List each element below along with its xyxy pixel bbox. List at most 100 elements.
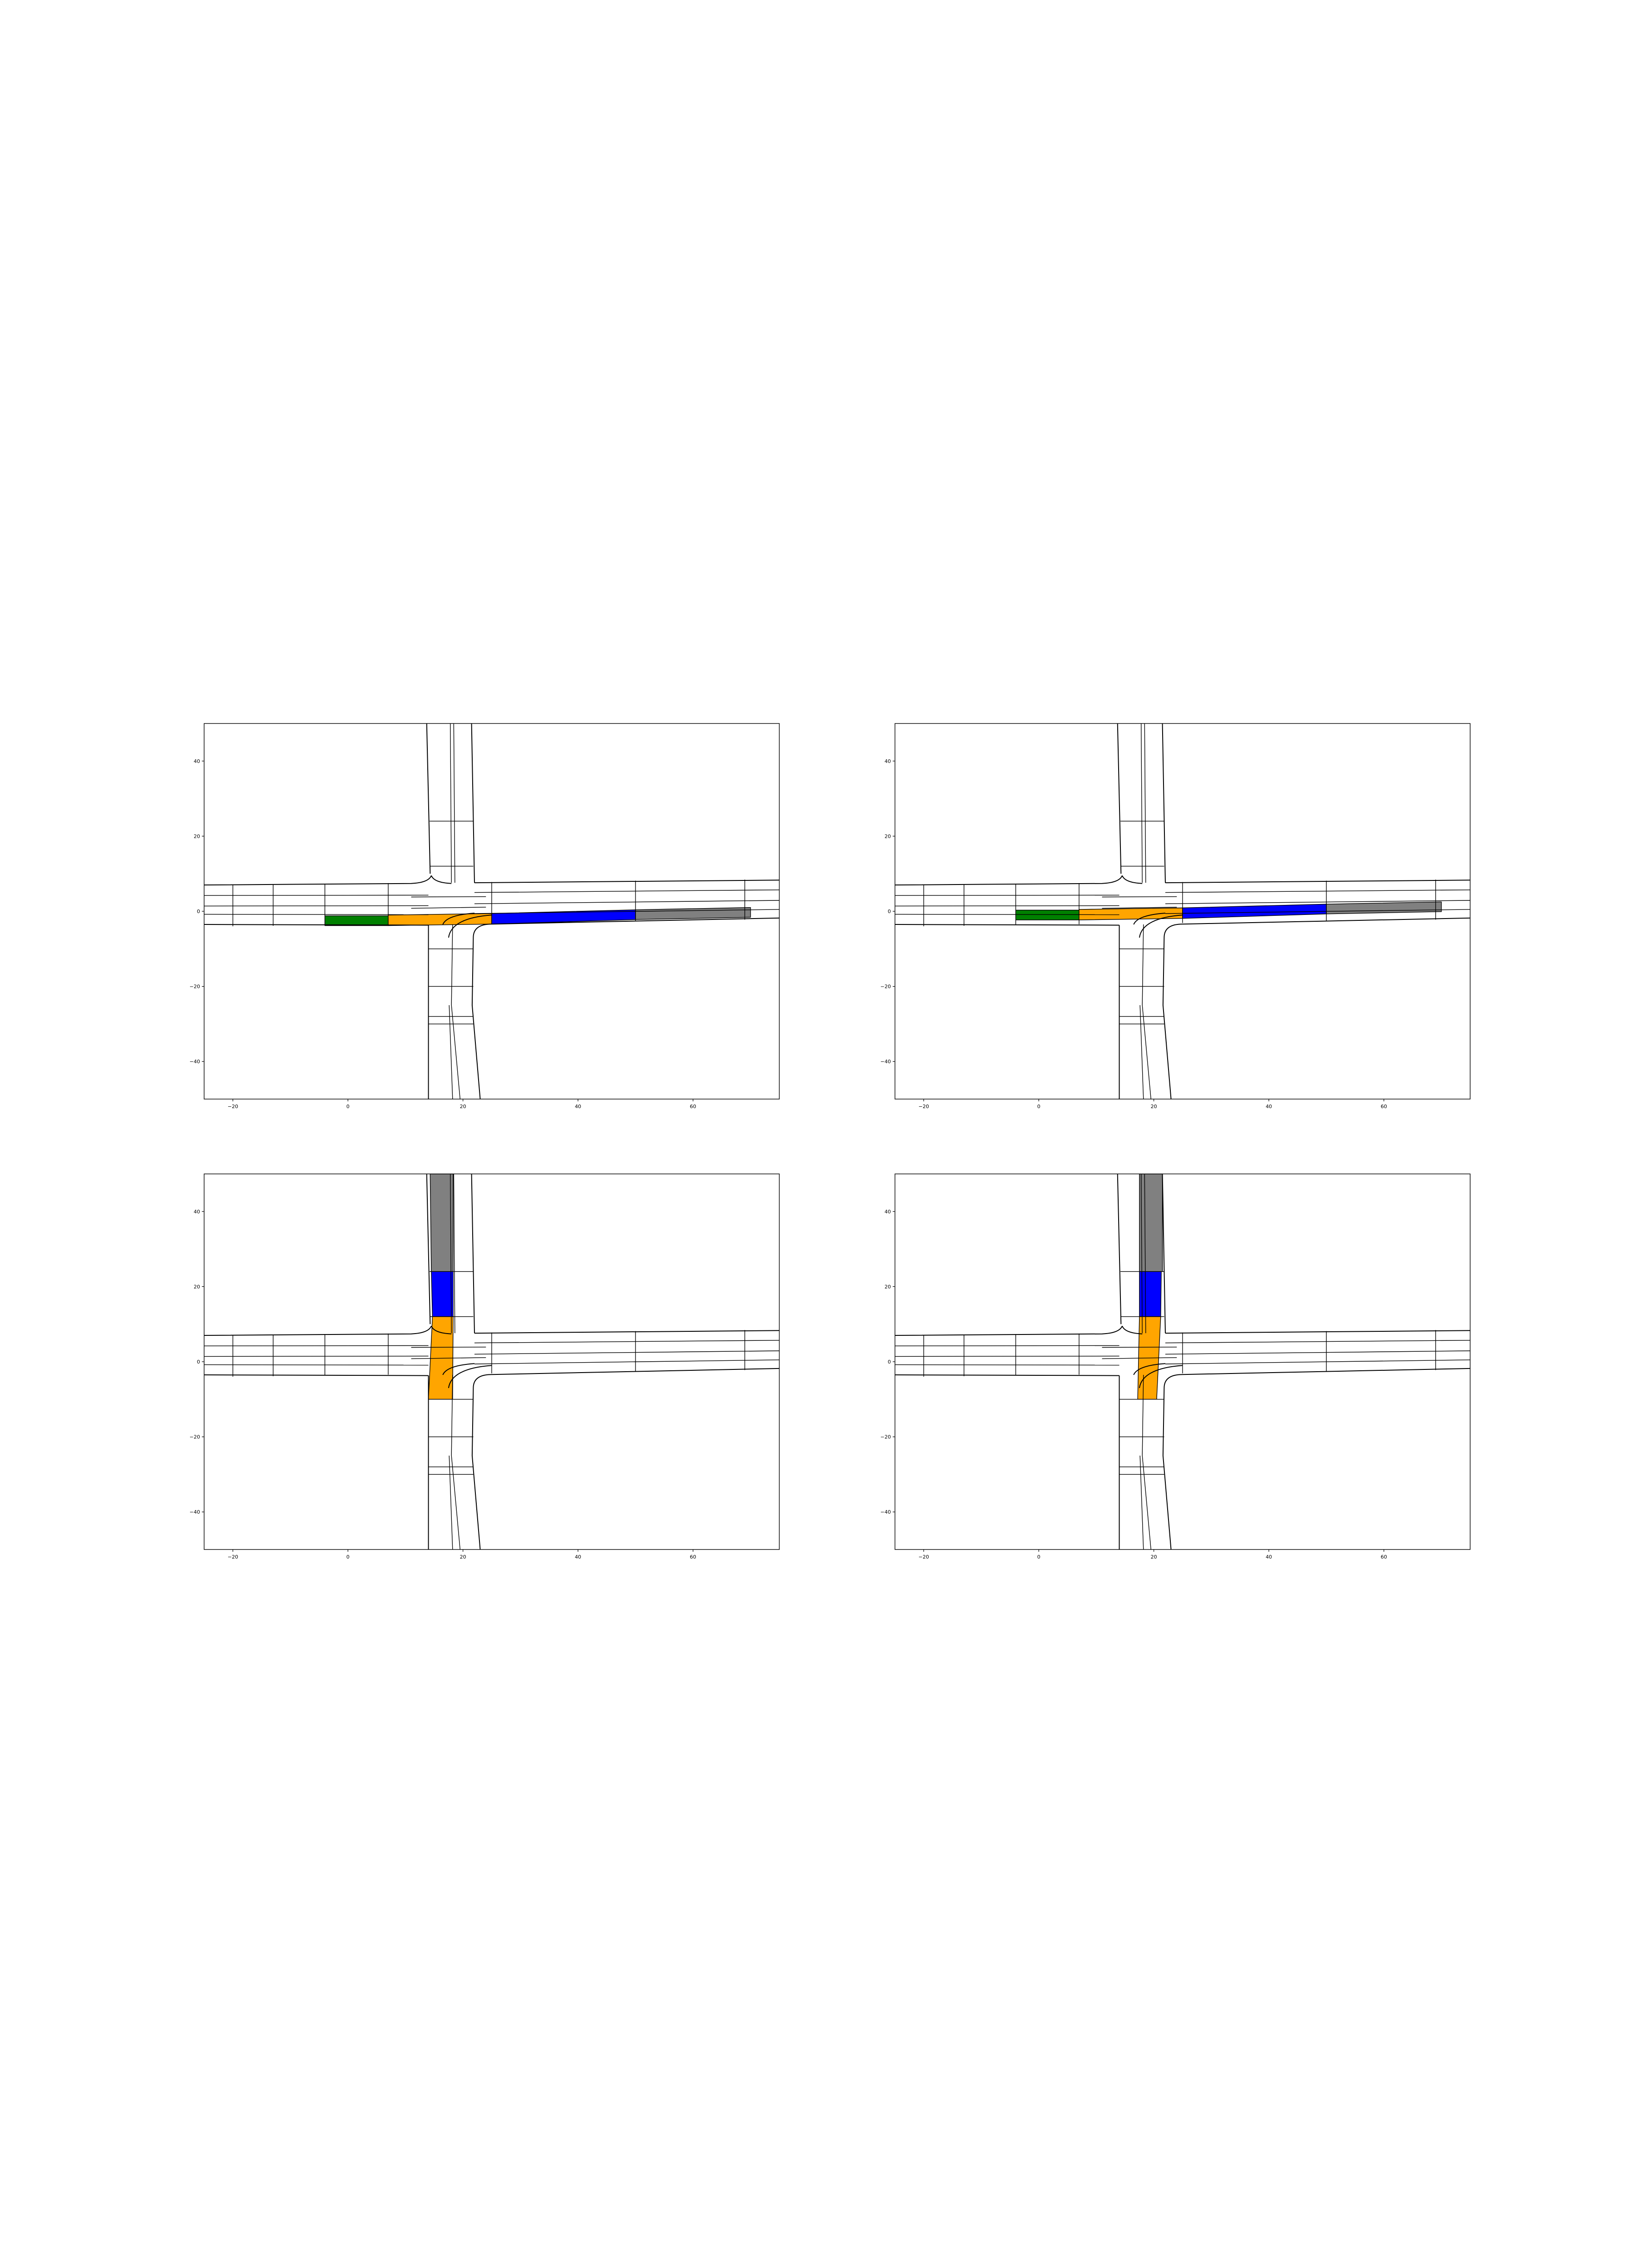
segment-grey xyxy=(1326,901,1442,914)
road-west-edge-north xyxy=(426,1174,431,1325)
road-south-edge-west xyxy=(895,924,1120,926)
y-tick-label: −40 xyxy=(880,1059,891,1065)
turn-curve-2 xyxy=(448,1365,492,1388)
turn-curve-2 xyxy=(1139,914,1183,938)
turn-curve-4 xyxy=(1121,1325,1143,1334)
lane-line-south-1 xyxy=(451,1374,453,1456)
road-south-edge-east xyxy=(491,917,779,925)
x-tick-label: −20 xyxy=(228,1104,238,1110)
lane-line-north-2 xyxy=(453,1174,455,1334)
x-tick-label: 60 xyxy=(690,1104,696,1110)
road-north-edge-east xyxy=(474,1330,779,1334)
turn-curve-1 xyxy=(442,913,475,925)
lane-line-south-3 xyxy=(1139,1005,1144,1099)
y-tick-label: 0 xyxy=(197,1359,200,1365)
lane-line-mid-1 xyxy=(1102,1346,1177,1348)
road-east-edge-north xyxy=(471,723,475,883)
x-tick-label: 20 xyxy=(460,1104,466,1110)
road-east-edge-north xyxy=(471,1174,475,1334)
segment-grey xyxy=(430,1174,454,1272)
turn-curve-3 xyxy=(473,1374,492,1388)
turn-curve-4 xyxy=(430,1325,452,1334)
x-tick-label: 0 xyxy=(347,1104,350,1110)
y-tick-label: −40 xyxy=(190,1509,200,1515)
x-tick-label: −20 xyxy=(919,1104,929,1110)
x-tick-label: 0 xyxy=(347,1554,350,1560)
road-west-edge-north xyxy=(1117,1174,1122,1325)
road-south-edge-east xyxy=(491,1368,779,1375)
segment-green xyxy=(1015,909,1080,920)
turn-curve-4 xyxy=(1121,875,1143,884)
road-north-edge-east xyxy=(1165,880,1470,884)
y-tick-label: −20 xyxy=(190,1434,200,1440)
lane-line-south-3 xyxy=(449,1455,453,1549)
lane-line-south-1 xyxy=(451,924,453,1006)
lane-line-east-1 xyxy=(1165,1340,1470,1344)
y-tick-label: 0 xyxy=(888,1359,891,1365)
x-tick-label: 40 xyxy=(1266,1554,1272,1560)
turn-curve-2 xyxy=(448,914,492,938)
lane-line-north-1 xyxy=(1140,1174,1143,1334)
segment-orange xyxy=(388,913,492,926)
road-east-edge-north xyxy=(1162,723,1166,883)
x-tick-label: 20 xyxy=(1151,1104,1157,1110)
lane-line-west-2 xyxy=(204,1355,429,1357)
road-north-edge-west xyxy=(895,1325,1123,1336)
lane-line-west-1 xyxy=(204,1345,429,1346)
lane-line-mid-2 xyxy=(411,1357,486,1359)
plot-area xyxy=(895,723,1470,1099)
lane-line-north-1 xyxy=(450,1174,452,1334)
road-south-edge-west xyxy=(204,1374,429,1376)
lane-line-east-2 xyxy=(1165,1350,1470,1355)
road-west-edge-north xyxy=(426,723,431,874)
segment-blue xyxy=(431,1271,454,1317)
y-tick-label: 40 xyxy=(194,1209,200,1215)
y-tick-label: −20 xyxy=(880,984,891,990)
plot-area xyxy=(895,1174,1470,1549)
y-tick-label: 0 xyxy=(197,909,200,914)
lane-line-north-2 xyxy=(1144,1174,1146,1334)
road-south-edge-west xyxy=(204,924,429,926)
turn-curve-1 xyxy=(442,1363,475,1375)
x-tick-label: 20 xyxy=(460,1554,466,1560)
lane-line-east-1 xyxy=(474,1340,779,1344)
road-east-edge-south xyxy=(471,937,481,1099)
lane-line-north-2 xyxy=(453,723,455,883)
turn-curve-1 xyxy=(1133,1363,1166,1375)
y-tick-label: −40 xyxy=(190,1059,200,1065)
lane-line-west-3 xyxy=(204,914,429,915)
y-tick-label: 20 xyxy=(885,1284,891,1290)
x-tick-label: 20 xyxy=(1151,1554,1157,1560)
road-east-edge-south xyxy=(1162,1388,1172,1549)
y-tick-label: 40 xyxy=(885,758,891,764)
lane-line-north-1 xyxy=(1140,723,1143,883)
x-tick-label: 60 xyxy=(1381,1104,1387,1110)
lane-line-west-3 xyxy=(895,914,1120,915)
lane-line-mid-2 xyxy=(1102,1357,1177,1359)
plot-area xyxy=(204,723,779,1099)
lane-line-west-2 xyxy=(895,1355,1120,1357)
y-tick-label: −20 xyxy=(190,984,200,990)
x-tick-label: 40 xyxy=(1266,1104,1272,1110)
segment-orange xyxy=(1079,907,1183,920)
segment-green xyxy=(324,915,389,926)
panel-2: −20 0 20 40 60 −40 −20 0 20 40 xyxy=(880,723,1471,1110)
lane-line-north-1 xyxy=(450,723,452,883)
y-tick-label: −20 xyxy=(880,1434,891,1440)
y-tick-label: 20 xyxy=(885,833,891,839)
lane-line-east-2 xyxy=(474,1350,779,1355)
lane-line-east-1 xyxy=(474,890,779,893)
road-east-edge-south xyxy=(471,1388,481,1549)
lane-line-east-2 xyxy=(1165,900,1470,904)
road-south-edge-east xyxy=(1182,1368,1470,1375)
lane-line-south-2 xyxy=(1142,1005,1151,1099)
road-east-edge-north xyxy=(1162,1174,1166,1334)
turn-curve-3 xyxy=(1164,1374,1183,1388)
x-tick-label: 0 xyxy=(1037,1104,1041,1110)
lane-line-east-3 xyxy=(474,909,779,914)
lane-line-south-2 xyxy=(451,1455,460,1549)
y-tick-label: 20 xyxy=(194,833,200,839)
y-tick-label: 40 xyxy=(194,758,200,764)
road-north-edge-east xyxy=(1165,1330,1470,1334)
